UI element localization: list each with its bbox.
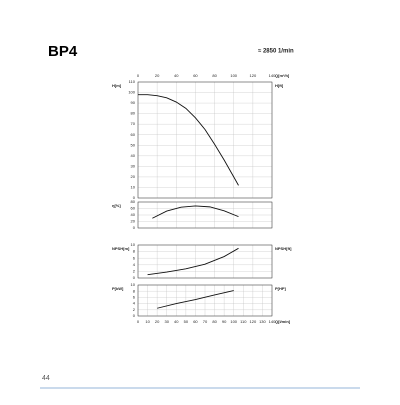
- curve: [157, 290, 234, 309]
- speed: ≈ 2850 1/min: [258, 49, 294, 55]
- y-tick-label: 80: [131, 111, 136, 116]
- x-tick-label: 20: [155, 73, 160, 78]
- x-tick-label: 30: [164, 319, 169, 324]
- y-tick-label: 6: [133, 294, 136, 299]
- x-tick-label: 140: [269, 73, 276, 78]
- x-tick-label: 120: [250, 73, 257, 78]
- y-tick-label: 6: [133, 255, 136, 260]
- x-tick-label: 20: [155, 319, 160, 324]
- y-tick-label: 30: [131, 163, 136, 168]
- x-tick-label: 70: [203, 319, 208, 324]
- page-title: BP4: [48, 43, 78, 60]
- y-tick-label: 4: [133, 262, 136, 267]
- x-tick-label: 40: [174, 73, 179, 78]
- y-tick-label: 0: [133, 275, 136, 280]
- x-tick-label: 80: [212, 73, 217, 78]
- y-tick-label: 70: [131, 121, 136, 126]
- y-tick-label: 10: [131, 185, 136, 190]
- plot-frame: [137, 201, 273, 229]
- x-axis-label: Q[m³/h]: [275, 73, 290, 78]
- y-tick-label: 60: [131, 206, 136, 211]
- y-axis-label: NPSH[m]: [112, 246, 130, 251]
- y-tick-label: 0: [133, 225, 136, 230]
- page-number: 44: [42, 375, 50, 382]
- y-axis-label: H[m]: [112, 83, 122, 88]
- x-tick-label: 10: [145, 319, 150, 324]
- y-tick-label: 10: [131, 242, 136, 247]
- y-tick-label: 50: [131, 142, 136, 147]
- y-axis-label: η[%]: [112, 203, 121, 208]
- x-tick-label: 140: [269, 319, 276, 324]
- y-tick-label: 2: [133, 268, 136, 273]
- x-tick-label: 90: [222, 319, 227, 324]
- x-tick-label: 80: [212, 319, 217, 324]
- plot-frame: [137, 284, 273, 317]
- x-tick-label: 60: [193, 319, 198, 324]
- x-tick-label: 120: [250, 319, 257, 324]
- y-axis-label: P[kW]: [112, 286, 124, 291]
- y-tick-label: 8: [133, 288, 136, 293]
- x-tick-label: 60: [193, 73, 198, 78]
- x-tick-label: 0: [137, 319, 140, 324]
- y-tick-label: 80: [131, 199, 136, 204]
- x-tick-label: 50: [184, 319, 189, 324]
- y-tick-label: 60: [131, 132, 136, 137]
- y-tick-label: 0: [133, 313, 136, 318]
- y2-axis-label: H[ft]: [275, 83, 284, 88]
- y-tick-label: 4: [133, 301, 136, 306]
- curve: [138, 94, 239, 186]
- y-tick-label: 90: [131, 100, 136, 105]
- y2-axis-label: NPSH[ft]: [275, 246, 292, 251]
- y-tick-label: 40: [131, 153, 136, 158]
- y-tick-label: 10: [131, 282, 136, 287]
- y-tick-label: 2: [133, 307, 136, 312]
- curve: [147, 247, 239, 276]
- x-tick-label: 100: [230, 319, 237, 324]
- y-tick-label: 100: [128, 90, 135, 95]
- plot-frame: [137, 81, 273, 199]
- x-tick-label: 40: [174, 319, 179, 324]
- y-tick-label: 110: [129, 79, 136, 84]
- x-tick-label: 100: [230, 73, 237, 78]
- y-tick-label: 20: [131, 219, 136, 224]
- y-tick-label: 20: [131, 174, 136, 179]
- curve: [152, 205, 239, 219]
- x-tick-label: 110: [240, 319, 247, 324]
- y-tick-label: 8: [133, 249, 136, 254]
- y-tick-label: 0: [133, 195, 136, 200]
- x-tick-label: 130: [259, 319, 266, 324]
- plot-frame: [137, 244, 273, 279]
- x-tick-label: 0: [137, 73, 140, 78]
- y2-axis-label: P[HP]: [275, 286, 287, 291]
- y-tick-label: 40: [131, 212, 136, 217]
- x-axis-label: Q[l/min]: [275, 319, 291, 324]
